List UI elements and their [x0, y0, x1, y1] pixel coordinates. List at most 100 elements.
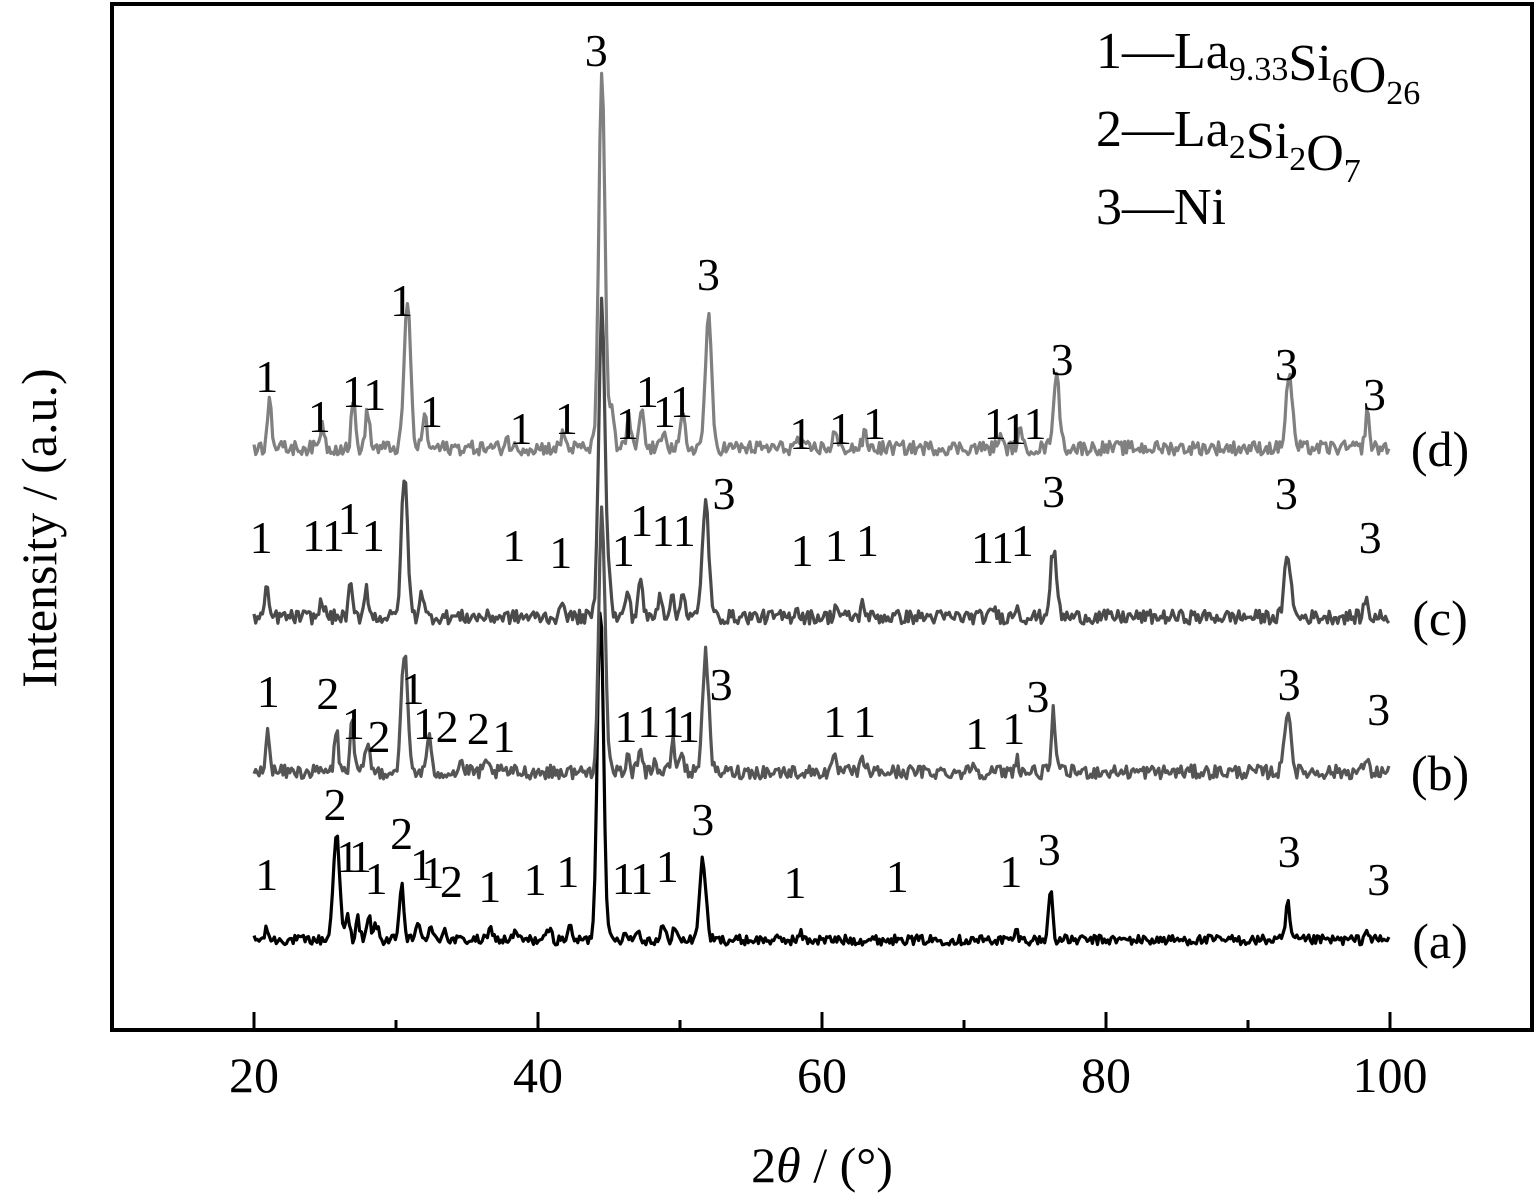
peak-label: 1	[257, 666, 280, 717]
peak-label: 3	[691, 794, 714, 845]
series-line-2	[252, 296, 1391, 626]
peak-label: 1	[863, 398, 886, 449]
peak-label: 1	[791, 525, 814, 576]
peak-label: 1	[630, 853, 653, 904]
peak-label: 1	[853, 696, 876, 747]
peak-label: 1	[825, 520, 848, 571]
peak-label: 1	[1004, 403, 1027, 454]
peak-label: 1	[984, 398, 1007, 449]
peak-label: 3	[1275, 339, 1298, 390]
series-group	[252, 71, 1391, 947]
peak-label: 1	[999, 846, 1022, 897]
peak-label: 1	[524, 854, 547, 905]
peak-label: 1	[410, 839, 433, 890]
peak-label: 1	[1011, 515, 1034, 566]
x-tick-label: 80	[1081, 1047, 1131, 1103]
peak-label: 1	[302, 510, 325, 561]
peak-label: 1	[255, 351, 278, 402]
peak-label: 1	[322, 510, 345, 561]
peak-label: 3	[710, 659, 733, 710]
series-labels: (a) (b) (c) (d)	[1411, 421, 1469, 969]
peak-label: 3	[697, 249, 720, 300]
peak-label: 1	[886, 851, 909, 902]
peak-label: 2	[367, 711, 390, 762]
peak-label: 3	[1367, 854, 1390, 905]
peak-label: 2	[316, 668, 339, 719]
x-tick-label: 100	[1353, 1047, 1428, 1103]
x-axis-title: 2θ / (°)	[751, 1137, 893, 1193]
legend-entry: 2—La2Si2O7	[1096, 101, 1361, 190]
legend-entry: 3—Ni	[1096, 179, 1226, 236]
y-axis-title: Intensity / (a.u.)	[11, 368, 67, 687]
x-tick-label: 60	[797, 1047, 847, 1103]
peak-label: 2	[436, 701, 459, 752]
peak-label: 1	[362, 510, 385, 561]
peak-label: 1	[784, 857, 807, 908]
peak-label: 1	[661, 696, 684, 747]
peak-label: 1	[856, 515, 879, 566]
series-line-0	[252, 611, 1391, 947]
peak-label: 1	[555, 393, 578, 444]
peak-label: 1	[670, 376, 693, 427]
peak-label: 1	[636, 366, 659, 417]
peak-label: 1	[342, 698, 365, 749]
peak-label: 3	[1050, 334, 1073, 385]
peak-label: 1	[363, 369, 386, 420]
peak-label: 1	[637, 696, 660, 747]
peak-label: 1	[965, 708, 988, 759]
peak-label: 2	[467, 703, 490, 754]
peak-label: 1	[255, 849, 278, 900]
series-name-label: (c)	[1412, 590, 1468, 646]
peak-label: 3	[1278, 659, 1301, 710]
peak-label: 1	[653, 386, 676, 437]
peak-label: 1	[509, 403, 532, 454]
peak-label: 1	[630, 495, 653, 546]
peak-label: 1	[656, 841, 679, 892]
peak-label: 1	[390, 275, 413, 326]
peak-label: 1	[823, 696, 846, 747]
peak-label: 3	[1359, 512, 1382, 563]
peak-label: 3	[713, 468, 736, 519]
peak-label: 2	[323, 779, 346, 830]
peak-label: 2	[440, 856, 463, 907]
peak-label: 1	[556, 846, 579, 897]
series-line-1	[252, 505, 1391, 781]
peak-label: 1	[336, 831, 359, 882]
peak-label: 1	[651, 505, 674, 556]
peak-label: 1	[612, 525, 635, 576]
peak-label: 1	[338, 493, 361, 544]
peak-label: 1	[1002, 703, 1025, 754]
x-tick-label: 20	[229, 1047, 279, 1103]
x-tick-label: 40	[513, 1047, 563, 1103]
peak-label: 3	[1363, 369, 1386, 420]
peak-label: 3	[1278, 826, 1301, 877]
peak-label: 1	[991, 522, 1014, 573]
peak-label: 2	[390, 808, 413, 859]
peak-label: 1	[502, 520, 525, 571]
peak-label: 1	[1024, 398, 1047, 449]
peak-label: 1	[478, 861, 501, 912]
peak-label: 1	[673, 505, 696, 556]
series-line-3	[252, 71, 1391, 457]
peak-label: 3	[1275, 468, 1298, 519]
peak-label: 1	[549, 527, 572, 578]
peak-label: 1	[365, 853, 388, 904]
peak-label: 1	[421, 847, 444, 898]
peak-label: 1	[402, 663, 425, 714]
peak-label: 1	[677, 701, 700, 752]
peak-label: 1	[492, 711, 515, 762]
peak-label: 1	[420, 386, 443, 437]
peak-label: 3	[585, 25, 608, 76]
peak-label: 1	[971, 522, 994, 573]
peak-label: 3	[1026, 671, 1049, 722]
x-axis-ticks: 20 40 60 80 100	[229, 1012, 1428, 1103]
peak-label: 1	[829, 403, 852, 454]
peak-label: 1	[615, 701, 638, 752]
peak-label: 1	[349, 831, 372, 882]
peak-label: 3	[1367, 684, 1390, 735]
peak-label: 1	[612, 853, 635, 904]
peak-label: 1	[342, 366, 365, 417]
series-name-label: (a)	[1412, 913, 1468, 969]
